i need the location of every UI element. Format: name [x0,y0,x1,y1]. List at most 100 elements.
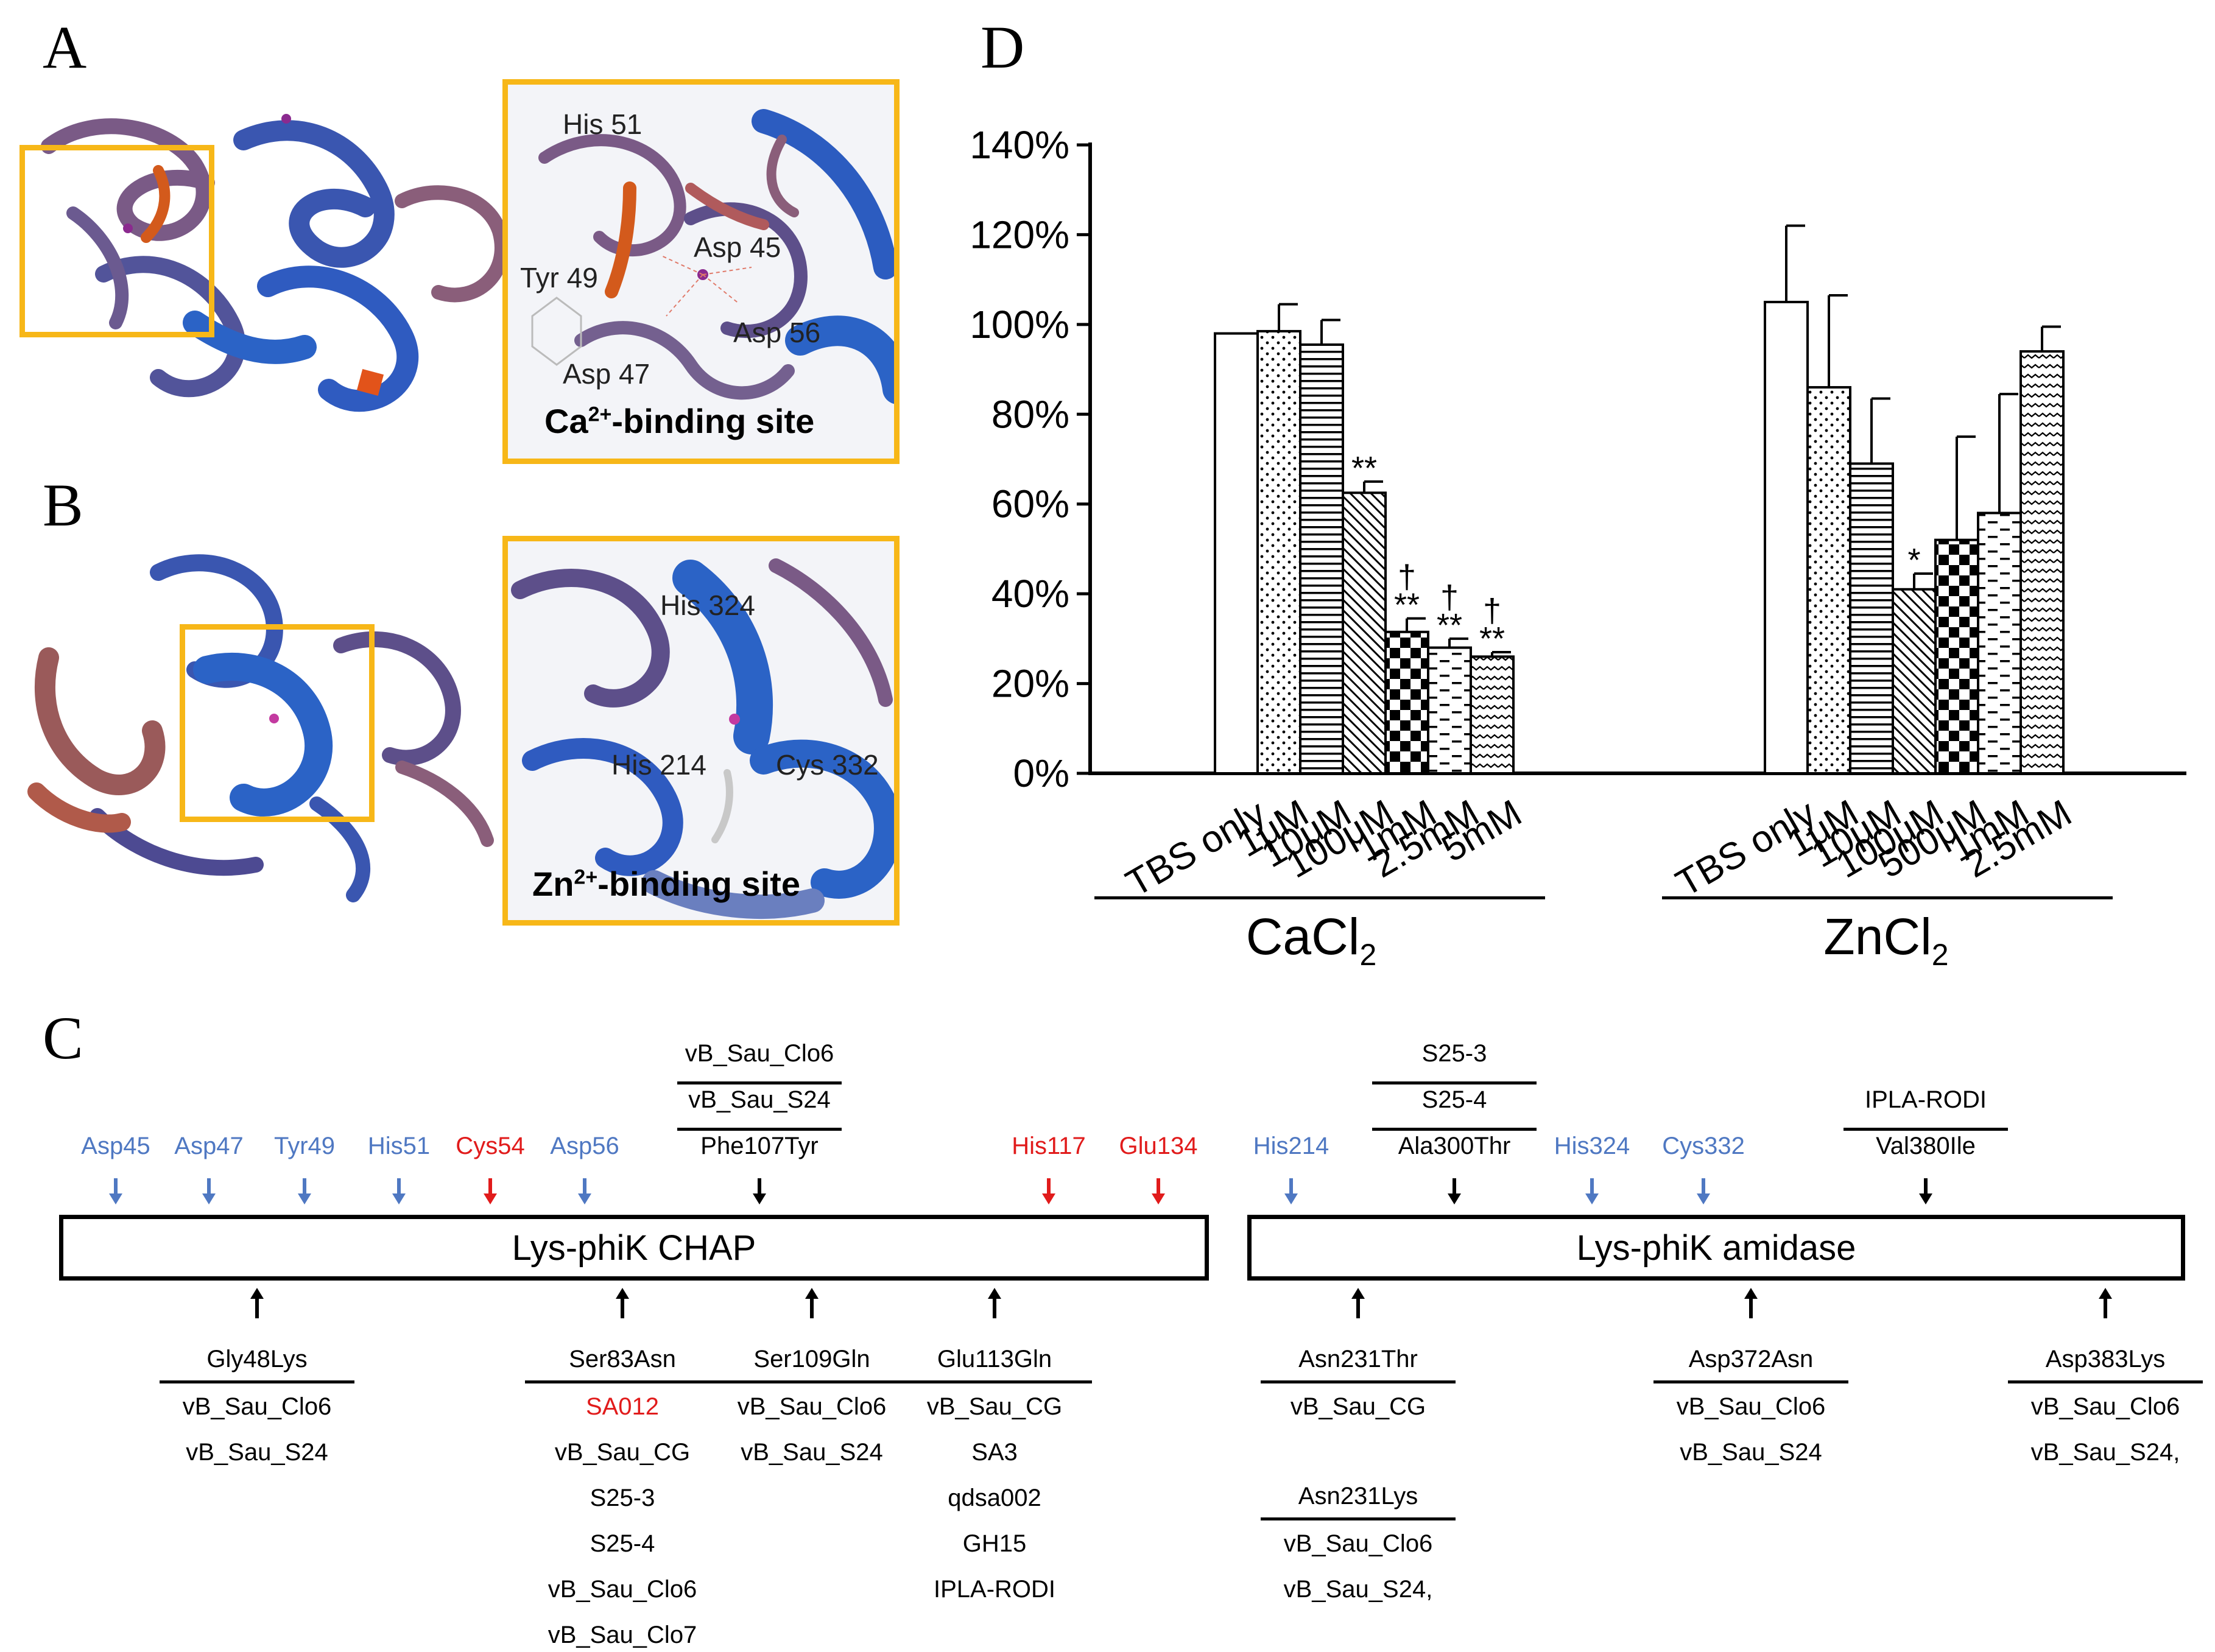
significance-mark: * [1907,542,1920,578]
mutation-label: Ser109Gln [753,1346,870,1373]
residue-label-asp45: Asp 45 [694,231,781,263]
phage-underline [1372,1081,1537,1084]
residue-arrow [298,1178,311,1204]
group-underline-zncl2 [1662,896,2113,899]
significance-mark: ** [1479,620,1505,657]
residue-label: Asp45 [81,1133,150,1159]
group-label-zncl2-sub: 2 [1931,937,1949,972]
phage-label: vB_Sau_S24 [1680,1439,1822,1466]
residue-arrow [1697,1178,1710,1204]
residue-label: Cys332 [1662,1133,1745,1159]
y-tick-label: 20% [991,662,1069,706]
phage-label: vB_Sau_CG [1290,1393,1426,1420]
phage-label: vB_Sau_Clo6 [737,1393,887,1420]
significance-mark: ** [1394,587,1420,624]
residue-label-his324: His 324 [660,589,755,621]
residue-label-tyr49: Tyr 49 [520,262,598,293]
phage-label: SA012 [585,1393,660,1420]
bar [1764,301,1809,775]
residue-arrow [1042,1178,1055,1204]
residue-arrow [578,1178,591,1204]
mutation-underline [1261,1517,1456,1520]
phage-label: S25-4 [590,1530,655,1557]
group-underline-cacl2 [1094,896,1545,899]
residue-label: Cys54 [456,1133,525,1159]
phage-label: vB_Sau_CG [926,1393,1063,1420]
zn-ion: Zn [532,865,574,903]
mutation-label: Ser83Asn [569,1346,676,1373]
phage-label: GH15 [962,1530,1027,1557]
residue-arrow [109,1178,122,1204]
mutation-underline [160,1380,354,1383]
bar [1299,343,1344,775]
bar [2020,350,2065,775]
y-tick-label: 0% [1013,751,1070,795]
mutation-arrow [805,1288,819,1318]
phage-label: vB_Sau_S24, [2030,1439,2180,1466]
amidase-domain-label: Lys-phiK amidase [1576,1228,1856,1268]
phage-label: vB_Sau_Clo6 [685,1040,834,1067]
phage-label: vB_Sau_CG [554,1439,691,1466]
residue-label-asp47: Asp 47 [563,358,650,390]
residue-label: His51 [367,1133,431,1159]
significance-mark: ** [1437,607,1462,644]
mutation-label: Glu113Gln [937,1346,1052,1373]
bar [1892,588,1937,775]
mutation-arrow [1448,1178,1461,1204]
phage-label: qdsa002 [948,1485,1041,1511]
protein-structure-b [27,554,494,902]
mutation-label: Asn231Thr [1298,1346,1418,1373]
mutation-underline [1653,1380,1848,1383]
residue-arrow [484,1178,497,1204]
y-tick-label: 120% [970,213,1069,256]
phage-label: S25-4 [1421,1086,1487,1113]
residue-label-his214: His 214 [611,749,706,781]
ca-binding-site-label: Ca2+-binding site [544,401,814,441]
phage-label: IPLA-RODI [933,1576,1056,1603]
group-label-cacl2: CaCl2 [1246,907,1377,972]
phage-label: SA3 [971,1439,1018,1466]
phage-label: vB_Sau_S24 [688,1086,831,1113]
y-tick-label: 100% [970,303,1069,346]
phage-label: IPLA-RODI [1864,1086,1987,1113]
mutation-underline [2008,1380,2203,1383]
mutation-underline [714,1380,909,1383]
chap-domain-box: Lys-phiK CHAP [59,1215,1209,1281]
mutation-arrow [250,1288,264,1318]
y-tick-label: 60% [991,482,1069,526]
phage-label: vB_Sau_S24 [186,1439,328,1466]
panel-letter-a: A [43,13,87,81]
zn-binding-site-label: Zn2+-binding site [532,864,800,904]
mutation-arrow [753,1178,766,1204]
mutation-underline [1843,1128,2008,1131]
residue-arrow [392,1178,406,1204]
protein-structure-a [41,114,509,412]
phage-label: vB_Sau_Clo6 [1283,1530,1433,1557]
mutation-arrow [1351,1288,1365,1318]
phage-label: vB_Sau_S24, [1283,1576,1433,1603]
zoom-structure-a [531,109,894,404]
residue-label: Asp56 [550,1133,619,1159]
bar [1934,538,1979,775]
mutation-label: Asp383Lys [2045,1346,2166,1373]
chap-domain-label: Lys-phiK CHAP [512,1228,756,1268]
panel-letter-b: B [43,471,83,539]
residue-arrow [1284,1178,1298,1204]
mutation-label: Val380Ile [1876,1133,1976,1159]
bar [1256,329,1301,775]
ca-site-suffix: -binding site [611,402,815,440]
bar [1806,386,1851,775]
phage-label: S25-3 [1421,1040,1487,1067]
mutation-arrow [1919,1178,1932,1204]
phage-label: vB_Sau_Clo7 [548,1622,697,1648]
residue-label: His214 [1253,1133,1329,1159]
mutation-underline [1372,1128,1537,1131]
highlight-box-b [180,624,375,822]
mutation-underline [525,1380,720,1383]
phage-underline [677,1081,842,1084]
mutation-arrow [2099,1288,2112,1318]
group-label-cacl2-sub: 2 [1359,937,1377,972]
mutation-label: Phe107Tyr [700,1133,819,1159]
